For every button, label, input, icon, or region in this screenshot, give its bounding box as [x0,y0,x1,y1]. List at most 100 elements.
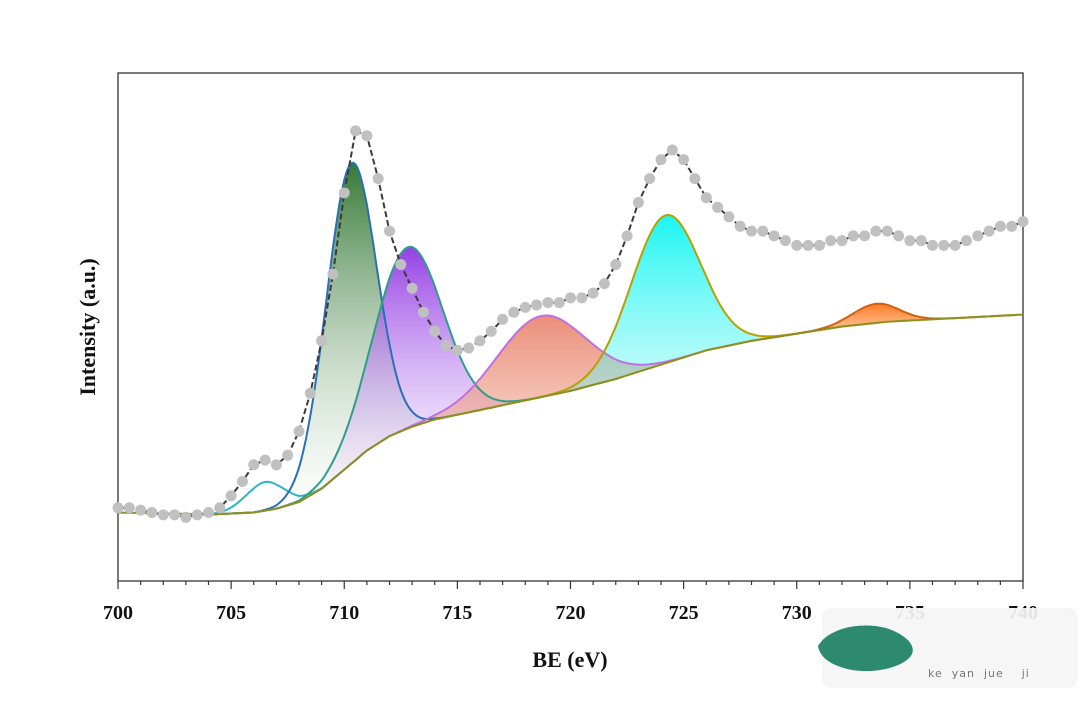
peak-fill-fe3-2p3-2 [197,246,618,515]
raw-data-point [881,225,893,237]
raw-data-point [598,278,610,290]
raw-data-point [203,507,214,518]
raw-data-point [587,287,599,299]
peak-fill-satellite [271,315,811,510]
raw-data-point [123,502,135,514]
raw-data-point [972,230,984,242]
raw-data-point [576,292,588,304]
raw-data-point [327,268,339,280]
raw-data-point [361,130,373,142]
raw-data-point [372,173,384,185]
raw-data-point [519,301,531,313]
raw-data-point [440,340,452,352]
watermark-text: ke yan jue ji [928,667,1030,680]
raw-data-point [225,490,237,502]
raw-data-point [666,144,678,156]
raw-data-point [236,476,248,487]
raw-data-point [565,292,576,304]
raw-data-point [757,225,769,237]
raw-data-point [870,225,882,237]
x-tick-label: 705 [216,602,246,624]
raw-data-point [746,225,757,237]
x-tick-label: 715 [442,602,472,624]
raw-data-point [259,454,271,466]
raw-data-point [700,192,712,204]
x-tick-label: 720 [556,602,586,624]
raw-data-point [180,511,192,523]
raw-data-point [451,344,463,356]
raw-data-point [689,173,701,185]
y-axis-title: Intensity (a.u.) [75,258,100,396]
raw-data-point [553,297,565,309]
peak-fill-fe-2p1-2 [455,215,876,416]
raw-data-point [293,425,305,437]
raw-data-point [644,173,656,185]
component-fills [197,162,1017,515]
raw-data-point [847,230,859,242]
raw-data-point [927,239,938,251]
watermark-leaf-icon [818,625,913,672]
raw-data-point [146,507,158,518]
raw-data-point [779,235,791,247]
raw-data-point [610,259,622,270]
x-tick-label: 725 [669,602,699,624]
raw-data-point [463,342,475,354]
raw-data-point [395,259,407,270]
raw-data-point [655,154,667,166]
raw-data-point [384,225,395,237]
raw-data-point [791,239,803,251]
raw-data-point [474,335,486,347]
raw-data-point [157,509,169,521]
raw-data-point [1017,216,1029,228]
raw-data-point [859,230,871,242]
peak-fill-fe-2p1-2-satellite [735,303,1017,345]
raw-data-point [813,239,825,251]
raw-data-point [485,325,497,337]
raw-data-point [112,502,124,514]
raw-data-point [406,282,418,294]
x-tick-label: 710 [329,602,359,624]
raw-data-point [960,235,972,247]
raw-data-point [214,502,226,514]
raw-data-point [994,220,1006,232]
raw-data-point [429,325,441,337]
raw-data-points [112,125,1029,523]
raw-data-point [723,211,735,223]
raw-data-point [678,154,690,166]
raw-data-point [282,449,294,461]
x-tick-label: 730 [782,602,812,624]
raw-data-point [938,239,950,251]
raw-data-point [825,235,837,247]
raw-data-point [836,235,848,247]
raw-data-point [304,387,316,399]
peak-fill-fe2-2p3-2 [199,162,503,515]
raw-data-point [248,459,260,471]
raw-data-point [417,306,429,318]
raw-data-point [632,197,644,208]
raw-data-point [949,239,961,251]
x-axis-ticks [117,581,1024,589]
raw-data-point [893,230,905,242]
raw-data-point [915,235,927,247]
raw-data-point [316,335,328,347]
raw-data-point [621,230,633,242]
raw-data-point [734,220,746,232]
raw-data-point [191,509,203,521]
background-curve [117,313,1024,516]
raw-data-point [768,230,780,242]
raw-data-point [542,297,554,309]
x-tick-label: 700 [103,602,133,624]
raw-data-point [135,504,147,516]
raw-data-point [338,187,350,199]
raw-data-point [531,299,543,311]
raw-data-point [497,313,509,325]
raw-data-point [169,509,181,521]
raw-data-point [1006,220,1018,232]
raw-data-point [270,459,282,471]
raw-data-point [904,235,916,247]
raw-data-point [350,125,362,137]
x-axis-title: BE (eV) [532,647,607,672]
background-line [117,313,1024,516]
raw-data-point [508,306,520,318]
